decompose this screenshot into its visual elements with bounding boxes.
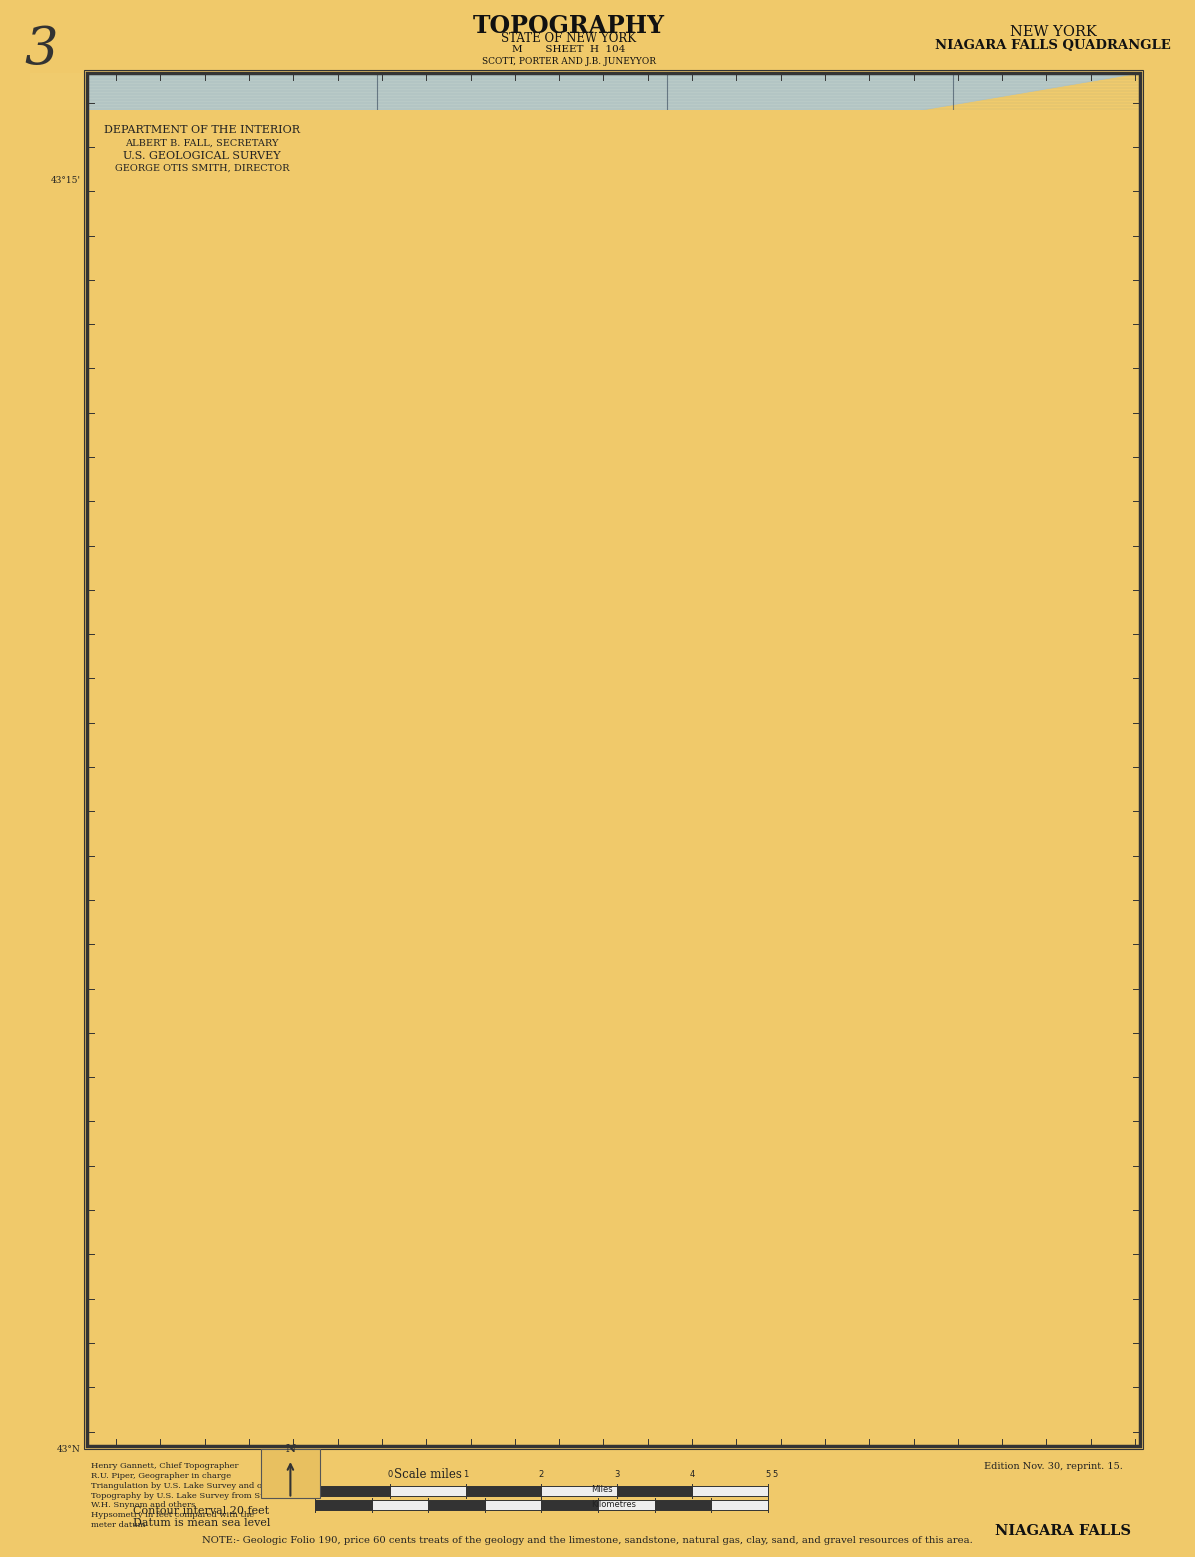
Text: NOTE:- Geologic Folio 190, price 60 cents treats of the geology and the limeston: NOTE:- Geologic Folio 190, price 60 cent…	[202, 1537, 973, 1545]
Bar	[711, 1501, 768, 1510]
Bar	[0, 12, 1176, 73]
Text: P O R T E R: P O R T E R	[817, 240, 934, 257]
Text: Topography by U.S. Lake Survey from Station: Topography by U.S. Lake Survey from Stat…	[91, 1492, 284, 1499]
Text: NIAGARA FALLS: NIAGARA FALLS	[995, 1524, 1132, 1538]
Text: 3: 3	[25, 23, 59, 75]
Text: 43°15': 43°15'	[50, 176, 81, 185]
Bar	[541, 1485, 617, 1496]
Text: meter datum: meter datum	[91, 1521, 145, 1529]
Text: S: S	[1098, 417, 1108, 431]
Text: Youngstown: Youngstown	[630, 276, 694, 285]
Text: Whirlpool: Whirlpool	[468, 746, 513, 755]
Polygon shape	[532, 839, 690, 898]
Bar	[261, 1450, 320, 1498]
Text: E: E	[1097, 352, 1108, 366]
Text: Scale miles: Scale miles	[394, 1468, 461, 1481]
Text: U.S. GEOLOGICAL SURVEY: U.S. GEOLOGICAL SURVEY	[123, 151, 281, 160]
Bar	[391, 1485, 466, 1496]
Text: Edition Nov. 30, reprint. 15.: Edition Nov. 30, reprint. 15.	[985, 1462, 1123, 1471]
Text: Henry Gannett, Chief Topographer: Henry Gannett, Chief Topographer	[91, 1462, 238, 1470]
Text: N: N	[1097, 481, 1109, 495]
Text: Triangulation by U.S. Lake Survey and others: Triangulation by U.S. Lake Survey and ot…	[91, 1482, 283, 1490]
Bar	[617, 1485, 692, 1496]
Text: Lewiston: Lewiston	[611, 543, 655, 553]
Bar	[655, 1501, 711, 1510]
Text: NEW YORK: NEW YORK	[1010, 25, 1097, 39]
Polygon shape	[581, 841, 639, 887]
Text: N: N	[286, 1443, 295, 1454]
Text: Contour interval 20 feet: Contour interval 20 feet	[133, 1506, 269, 1517]
Bar	[372, 1501, 428, 1510]
Text: STATE OF NEW YORK: STATE OF NEW YORK	[502, 33, 637, 45]
Text: Niagara on the Lake: Niagara on the Lake	[374, 305, 476, 315]
Text: Stamford: Stamford	[409, 716, 458, 726]
Text: Fort Niagara: Fort Niagara	[590, 182, 645, 190]
Text: ALBERT B. FALL, SECRETARY: ALBERT B. FALL, SECRETARY	[125, 139, 278, 148]
Bar	[692, 1485, 768, 1496]
Text: Datum is mean sea level: Datum is mean sea level	[133, 1518, 270, 1527]
Bar	[541, 1501, 598, 1510]
Text: 0: 0	[388, 1470, 393, 1479]
Text: Suspension Bridge: Suspension Bridge	[630, 805, 716, 814]
Text: 4: 4	[690, 1470, 695, 1479]
Text: -1: -1	[311, 1470, 319, 1479]
Text: T: T	[1098, 438, 1107, 452]
Text: NIAGARA FALLS QUADRANGLE: NIAGARA FALLS QUADRANGLE	[936, 39, 1171, 51]
Bar	[315, 1501, 372, 1510]
Text: Eagle Fort: Eagle Fort	[734, 1356, 782, 1365]
Polygon shape	[711, 1105, 788, 1341]
Bar	[428, 1501, 485, 1510]
Text: O: O	[1097, 459, 1108, 473]
Polygon shape	[502, 170, 718, 1446]
Polygon shape	[578, 1099, 711, 1362]
Text: Navy Id.: Navy Id.	[722, 1204, 764, 1213]
Text: Foster Flats: Foster Flats	[472, 670, 528, 677]
Bar	[315, 1485, 391, 1496]
Text: M       SHEET  H  104: M SHEET H 104	[513, 45, 626, 54]
Text: 5: 5	[765, 1470, 771, 1479]
Text: Park.: Park.	[495, 898, 517, 908]
Text: 43°N: 43°N	[57, 1445, 81, 1454]
Text: W: W	[1096, 374, 1110, 388]
Text: 3: 3	[614, 1470, 619, 1479]
Text: Gratiot: Gratiot	[583, 481, 613, 489]
Text: Niagara Falls: Niagara Falls	[495, 886, 556, 895]
Text: NIAGARA: NIAGARA	[624, 925, 699, 939]
Text: Kilometres: Kilometres	[590, 1501, 636, 1509]
Text: MICHIGAN CENTRAL R.R.: MICHIGAN CENTRAL R.R.	[402, 551, 436, 654]
Text: L: L	[1098, 330, 1107, 344]
Text: 5: 5	[773, 1470, 778, 1479]
Text: NIAGARA CO.: NIAGARA CO.	[797, 1085, 871, 1095]
Bar	[84, 70, 1142, 1450]
Text: DEPARTMENT OF THE INTERIOR: DEPARTMENT OF THE INTERIOR	[104, 125, 300, 135]
Bar	[466, 1485, 541, 1496]
Text: SCOTT, PORTER AND J.B. JUNEYYOR: SCOTT, PORTER AND J.B. JUNEYYOR	[482, 56, 656, 65]
Text: 1: 1	[464, 1470, 468, 1479]
Text: GEORGE OTIS SMITH, DIRECTOR: GEORGE OTIS SMITH, DIRECTOR	[115, 163, 289, 173]
Text: Queenston: Queenston	[581, 617, 633, 624]
Text: W.H. Snynam and others: W.H. Snynam and others	[91, 1501, 195, 1509]
Text: I: I	[1099, 395, 1105, 409]
Text: TOPOGRAPHY: TOPOGRAPHY	[473, 14, 664, 37]
Bar	[485, 1501, 541, 1510]
Text: R.U. Piper, Geographer in charge: R.U. Piper, Geographer in charge	[91, 1471, 231, 1479]
Text: L A K E   O N T A R I O: L A K E O N T A R I O	[159, 132, 452, 207]
Text: ERIE CO.: ERIE CO.	[797, 1098, 847, 1107]
Text: 2: 2	[539, 1470, 544, 1479]
Bar	[86, 73, 1140, 1446]
Text: FALLS: FALLS	[637, 940, 686, 954]
Text: NIAGARA RIVER: NIAGARA RIVER	[607, 1039, 703, 1112]
Polygon shape	[724, 1188, 756, 1225]
Text: Miles: Miles	[590, 1485, 612, 1493]
Text: Hypsometry in feet compared with the: Hypsometry in feet compared with the	[91, 1512, 253, 1520]
Polygon shape	[86, 73, 1140, 248]
Bar	[598, 1501, 655, 1510]
